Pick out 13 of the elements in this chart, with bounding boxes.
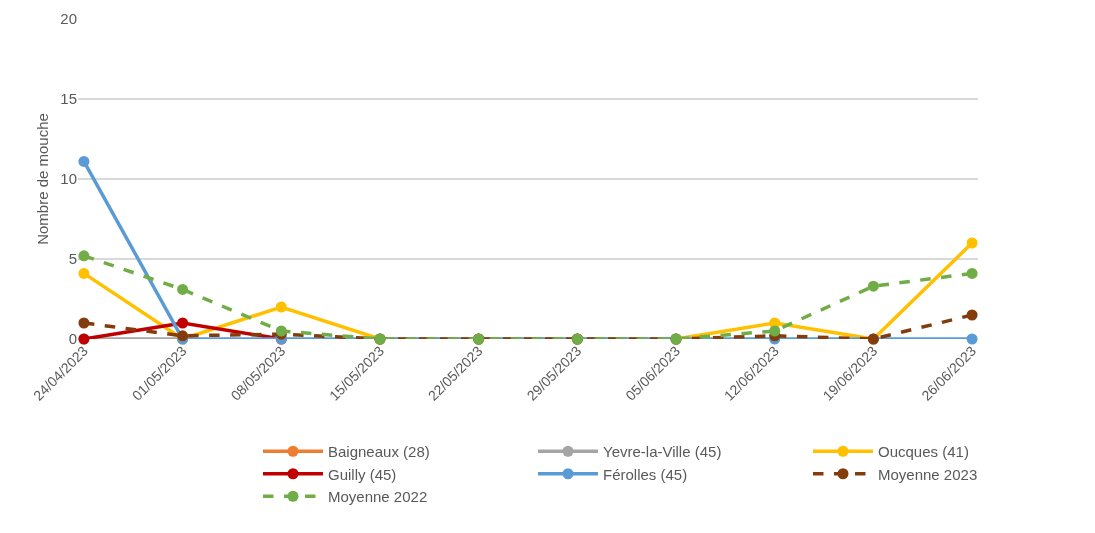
y-tick-label: 10: [60, 170, 77, 188]
y-tick-label: 0: [68, 330, 77, 348]
legend-label: Baigneaux (28): [328, 443, 430, 461]
legend-label: Yevre-la-Ville (45): [603, 443, 722, 461]
legend-label: Moyenne 2022: [328, 488, 428, 506]
y-axis-title: Nombre de mouche: [33, 113, 51, 245]
legend-label: Oucques (41): [878, 443, 969, 461]
legend-label: Moyenne 2023: [878, 465, 978, 483]
y-tick-label: 15: [60, 90, 77, 108]
y-tick-label: 5: [68, 250, 77, 268]
legend-label: Guilly (45): [328, 465, 397, 483]
y-tick-label: 20: [60, 10, 77, 28]
legend-label: Férolles (45): [603, 465, 688, 483]
